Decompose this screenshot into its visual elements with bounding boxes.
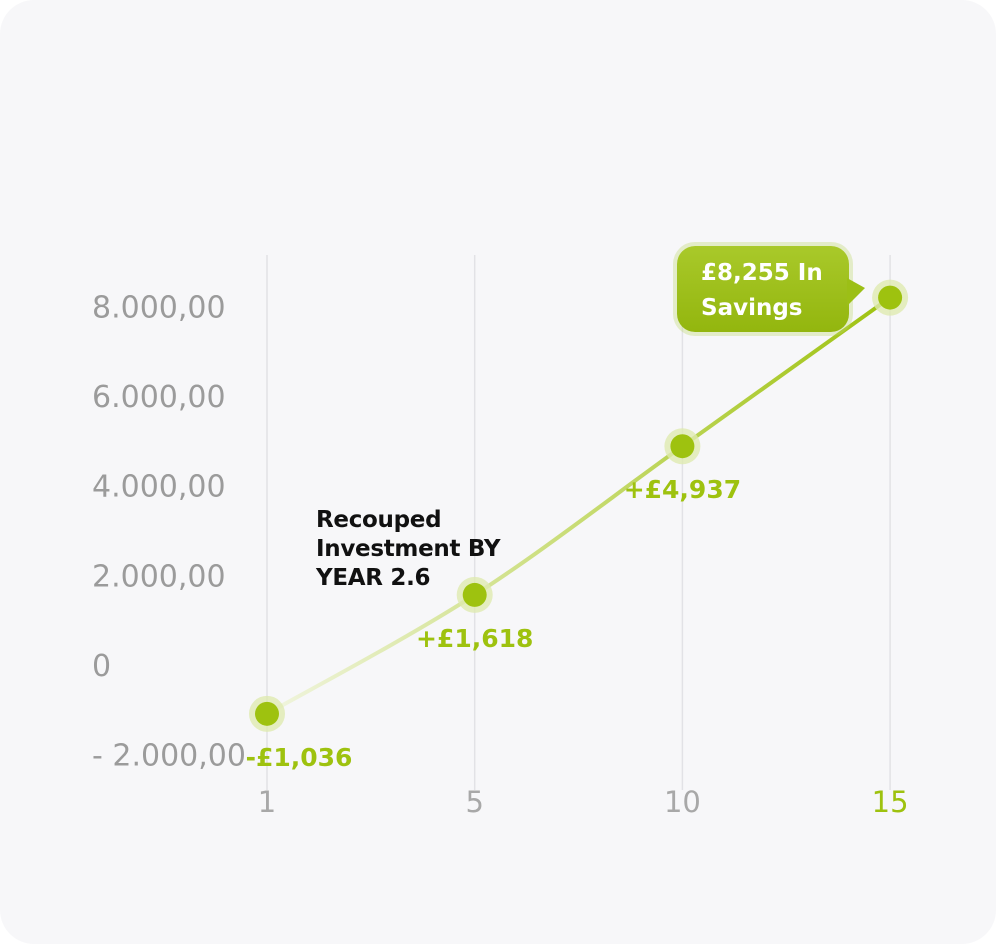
y-tick-label: 6.000,00 [92,380,226,415]
value-label: +£4,937 [624,475,741,504]
data-point [462,582,487,607]
y-tick-label: - 2.000,00 [92,739,246,774]
x-tick-label: 5 [465,785,483,819]
data-point [670,434,695,459]
data-point [255,701,279,726]
y-tick-label: 4.000,00 [92,470,226,505]
x-tick-label: 1 [258,785,276,819]
value-label: +£1,618 [416,624,533,653]
y-tick-label: 2.000,00 [92,559,226,594]
y-tick-label: 0 [92,649,111,684]
x-tick-label: 15 [872,785,909,819]
series-line [266,295,892,716]
x-tick-label: 10 [664,785,701,819]
value-label: -£1,036 [246,743,353,772]
callout: £8,255 In Savings [677,246,865,332]
y-tick-label: 8.000,00 [92,291,226,326]
annotation: Recouped Investment BY YEAR 2.6 [316,507,501,591]
data-point [878,285,903,310]
